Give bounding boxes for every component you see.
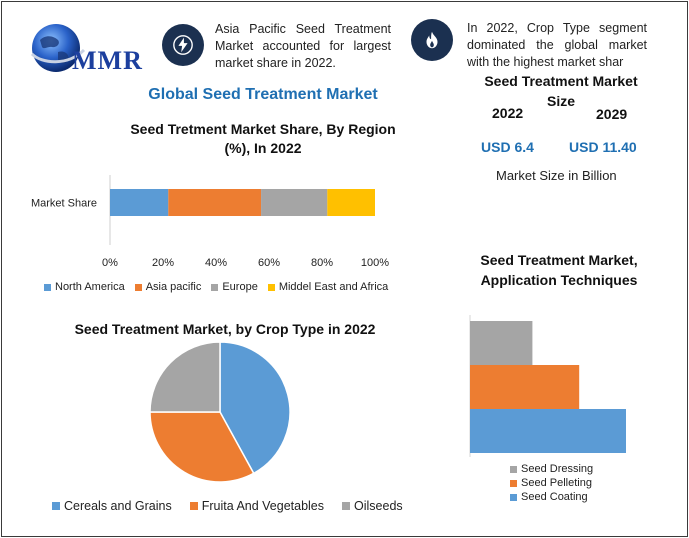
bar-seed-dressing [470,321,533,365]
info-text-1: Asia Pacific Seed Treatment Market accou… [215,22,391,70]
legend-label: Seed Coating [521,491,588,503]
legend-swatch [510,493,517,501]
legend-swatch [44,283,51,291]
market-size-title: Seed Treatment Market Size [468,71,654,111]
bar-segment-asia-pacific [168,189,262,216]
year-start: 2022 [492,105,524,121]
crop-legend: Cereals and Grains Fruita And Vegetables O… [52,499,432,513]
logo-text: MMR [72,46,143,75]
legend-label: Asia pacific [145,281,202,293]
legend-item-seed-pelleting: Seed Pelleting [510,476,650,490]
legend-swatch [134,283,142,291]
legend-item-europe: Europe [211,281,258,293]
x-tick-label: 40% [205,257,227,269]
info-text-2: In 2022, Crop Type segment dominated the… [467,21,647,69]
legend-label: Cereals and Grains [64,499,172,513]
bar-segment-north-america [110,189,169,216]
x-tick-label: 80% [311,257,333,269]
legend-swatch [342,502,351,510]
pie-slice-oilseeds [149,341,221,413]
application-legend: Seed Dressing Seed Pelleting Seed Coating [510,462,650,504]
value-start: USD 6.4 [481,139,534,155]
legend-label: Oilseeds [354,499,403,513]
region-legend: North America Asia pacific Europe Middel Ea… [44,281,404,293]
pie-slice-cereals-and-grains [219,341,291,475]
bar-segment-europe [261,189,328,216]
market-size-title-line2: Size [546,93,575,109]
x-tick-label: 60% [258,257,280,269]
legend-item-north-america: North America [44,281,125,293]
legend-item-asia-pacific: Asia pacific [134,281,202,293]
legend-item-seed-dressing: Seed Dressing [510,462,650,476]
flame-icon [411,19,453,61]
lightning-icon [162,24,204,66]
x-tick-label: 20% [152,257,174,269]
x-tick-label: 100% [361,257,389,269]
legend-item-cereals-and-grains: Cereals and Grains [52,499,172,513]
legend-item-fruita-and-vegetables: Fruita And Vegetables [189,499,325,513]
application-chart [469,315,626,457]
bar-seed-pelleting [470,365,580,409]
bar-segment-middel-east-and-africa [327,189,375,216]
year-end: 2029 [596,106,628,122]
crop-type-pie [149,341,291,483]
region-chart-title: Seed Tretment Market Share, By Region (%… [130,121,396,156]
legend-label: Fruita And Vegetables [201,499,325,513]
legend-swatch [267,283,275,291]
legend-swatch [211,283,219,291]
pie-slice-fruita-and-vegetables [149,411,255,483]
globe-icon [30,24,86,72]
legend-item-seed-coating: Seed Coating [510,490,650,504]
market-size-note: Market Size in Billion [496,168,617,183]
application-chart-title: Seed Treatment Market, Application Techn… [480,252,638,288]
region-share-chart: Market Share 0% 20% 40% 60% 80% 100% [31,175,389,269]
legend-swatch [510,479,517,487]
legend-item-oilseeds: Oilseeds [342,499,403,513]
legend-label: North America [55,281,125,293]
main-title: Global Seed Treatment Market [148,86,378,103]
category-label: Market Share [31,198,97,210]
crop-chart-title: Seed Treatment Market, by Crop Type in 2… [74,321,376,337]
legend-swatch [52,502,60,510]
legend-label: Europe [222,281,258,293]
value-end: USD 11.40 [569,139,637,155]
market-size-title-line1: Seed Treatment Market [484,73,638,89]
legend-item-middel-east-and-africa: Middel East and Africa [267,281,389,293]
mmr-logo: MMR [28,20,158,80]
legend-label: Seed Dressing [521,463,594,475]
legend-label: Seed Pelleting [521,477,592,489]
legend-swatch [189,502,198,510]
x-tick-label: 0% [102,257,118,269]
bar-seed-coating [470,409,626,453]
legend-label: Middel East and Africa [278,281,389,293]
legend-swatch [510,465,517,473]
